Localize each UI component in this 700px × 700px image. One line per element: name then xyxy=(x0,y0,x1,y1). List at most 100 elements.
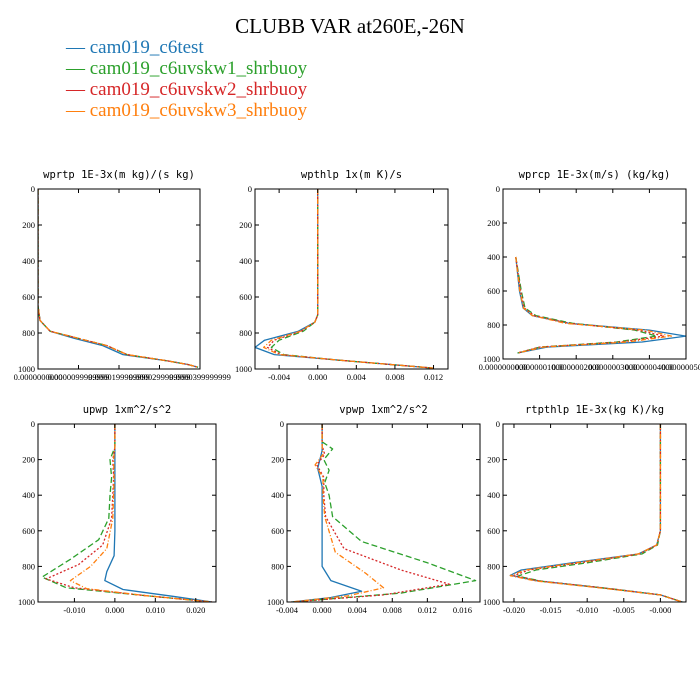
y-tick-label: 400 xyxy=(22,490,35,500)
x-tick-label: -0.015 xyxy=(540,605,562,615)
subplot-title: wprtp 1E-3x(m kg)/(s kg) xyxy=(43,169,195,181)
y-tick-label: 800 xyxy=(271,561,284,571)
x-tick-label: 0.008 xyxy=(383,605,402,615)
y-tick-label: 600 xyxy=(487,286,500,296)
y-tick-label: 1000 xyxy=(18,597,35,607)
y-tick-label: 800 xyxy=(487,561,500,571)
x-tick-label: 0.004 xyxy=(348,605,368,615)
subplot-title: rtpthlp 1E-3x(kg K)/kg xyxy=(525,404,664,416)
y-tick-label: 200 xyxy=(239,220,252,230)
series-line-3 xyxy=(515,256,665,354)
x-tick-label: 0.012 xyxy=(418,605,437,615)
series-line-2 xyxy=(38,189,199,368)
plot-frame xyxy=(37,423,217,603)
y-tick-label: 200 xyxy=(487,455,500,465)
x-tick-label: -0.004 xyxy=(276,605,299,615)
series-line-4 xyxy=(515,256,673,354)
y-tick-label: 0 xyxy=(496,184,500,194)
series-line-2 xyxy=(270,189,434,369)
x-tick-label: -0.000 xyxy=(649,605,671,615)
series-line-2 xyxy=(41,424,213,602)
x-tick-label: 0.000 xyxy=(105,605,124,615)
x-tick-label: -0.010 xyxy=(576,605,598,615)
y-tick-label: 600 xyxy=(487,526,500,536)
y-tick-label: 600 xyxy=(239,292,252,302)
y-tick-label: 600 xyxy=(271,526,284,536)
series-line-1 xyxy=(515,256,686,354)
series-line-4 xyxy=(69,424,213,602)
x-tick-label: 0.016 xyxy=(453,605,472,615)
subplot-1: wprtp 1E-3x(m kg)/(s kg) 0 200 400 600 800 100… xyxy=(14,169,231,382)
subplot-3: wprcp 1E-3x(m/s) (kg/kg) 0 200 400 600 800 100… xyxy=(479,169,700,372)
x-tick-label: 0.0000000000 xyxy=(479,362,528,372)
series-line-4 xyxy=(38,189,199,368)
y-tick-label: 200 xyxy=(487,218,500,228)
y-tick-label: 1000 xyxy=(483,354,500,364)
y-tick-label: 0 xyxy=(31,184,35,194)
series-line-1 xyxy=(38,189,199,368)
series-line-3 xyxy=(291,424,450,602)
x-tick-label: 0.0000099999999 xyxy=(48,372,110,382)
series-line-2 xyxy=(291,424,477,602)
subplot-title: vpwp 1xm^2/s^2 xyxy=(339,404,428,416)
x-tick-label: -0.010 xyxy=(63,605,85,615)
x-tick-label: 0.0000199999999 xyxy=(88,372,150,382)
subplot-title: upwp 1xm^2/s^2 xyxy=(83,404,172,416)
y-tick-label: 0 xyxy=(31,419,35,429)
y-tick-label: 1000 xyxy=(18,364,35,374)
series-line-1 xyxy=(104,424,213,602)
plot-frame xyxy=(37,188,201,370)
legend-entry-c6test: — cam019_c6test xyxy=(66,37,204,58)
y-tick-label: 400 xyxy=(22,256,35,266)
plot-frame xyxy=(502,188,687,360)
x-tick-label: 0.004 xyxy=(347,372,367,382)
x-tick-label: -0.004 xyxy=(268,372,291,382)
legend-entry-uvskw2: — cam019_c6uvskw2_shrbuoy xyxy=(66,79,308,100)
y-tick-label: 200 xyxy=(22,220,35,230)
series-line-4 xyxy=(291,424,385,602)
x-tick-label: 0.010 xyxy=(146,605,165,615)
y-tick-label: 600 xyxy=(22,526,35,536)
y-tick-label: 400 xyxy=(487,490,500,500)
y-tick-label: 1000 xyxy=(267,597,284,607)
legend-entry-uvskw3: — cam019_c6uvskw3_shrbuoy xyxy=(66,100,308,121)
y-tick-label: 0 xyxy=(248,184,252,194)
x-tick-label: 0.008 xyxy=(385,372,404,382)
legend-entry-uvskw1: — cam019_c6uvskw1_shrbuoy xyxy=(66,58,308,79)
subplot-6: rtpthlp 1E-3x(kg K)/kg02004006008001000-… xyxy=(483,404,687,615)
x-tick-label: 0.0000005000 xyxy=(662,362,700,372)
x-tick-label: -0.020 xyxy=(503,605,525,615)
subplot-title: wpthlp 1x(m K)/s xyxy=(301,169,402,181)
y-tick-label: 800 xyxy=(239,328,252,338)
figure-title: CLUBB VAR at260E,-26N xyxy=(235,14,465,38)
y-tick-label: 1000 xyxy=(483,597,500,607)
subplot-4: upwp 1xm^2/s^2 0 200 400 600 800 1000 -0.010 0.0… xyxy=(18,404,217,615)
plot-frame xyxy=(254,188,449,370)
y-tick-label: 400 xyxy=(271,490,284,500)
series-line-3 xyxy=(513,424,683,602)
subplot-2: wpthlp 1x(m K)/s 0 200 400 600 800 1000 -0.004 0… xyxy=(235,169,449,382)
series-line-2 xyxy=(516,424,683,602)
y-tick-label: 1000 xyxy=(235,364,252,374)
y-tick-label: 0 xyxy=(496,419,500,429)
subplot-title: wprcp 1E-3x(m/s) (kg/kg) xyxy=(519,169,671,181)
y-tick-label: 600 xyxy=(22,292,35,302)
series-line-4 xyxy=(263,189,434,369)
y-tick-label: 800 xyxy=(22,328,35,338)
series-line-1 xyxy=(509,424,683,602)
series-line-4 xyxy=(509,424,683,602)
x-tick-label: 0.000 xyxy=(308,372,327,382)
plot-frame xyxy=(502,423,687,603)
x-tick-label: 0.0000001000 xyxy=(515,362,564,372)
x-tick-label: 0.000 xyxy=(313,605,332,615)
plot-frame xyxy=(286,423,481,603)
x-tick-label: 0.0000004000 xyxy=(625,362,674,372)
series-line-3 xyxy=(45,424,213,602)
x-tick-label: 0.020 xyxy=(186,605,205,615)
series-line-3 xyxy=(38,189,199,368)
series-line-1 xyxy=(255,189,434,369)
y-tick-label: 200 xyxy=(271,455,284,465)
y-tick-label: 0 xyxy=(280,419,284,429)
x-tick-label: 0.0000003000 xyxy=(588,362,637,372)
